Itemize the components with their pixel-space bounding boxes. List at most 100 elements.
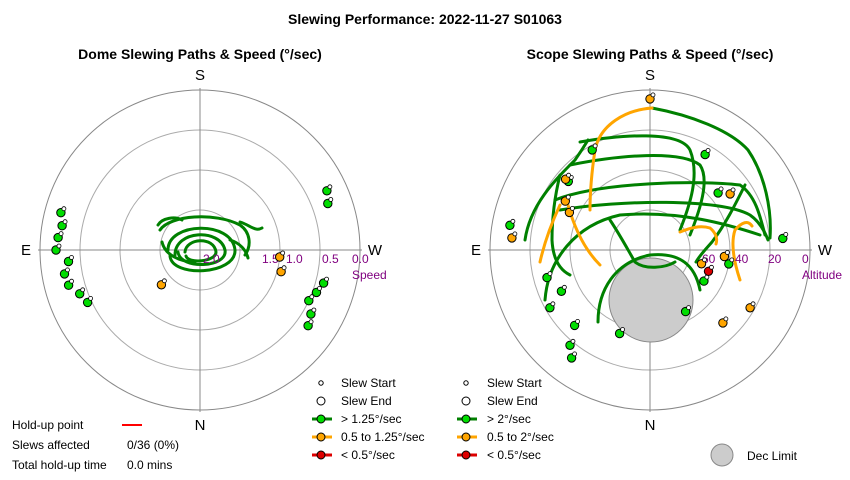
scope-marks: [505, 92, 789, 363]
scope-compass-right: W: [818, 242, 833, 259]
slew-start-marker: [510, 218, 516, 224]
scope-path: [543, 212, 762, 302]
legend-slew-start-label: Slew Start: [487, 376, 542, 390]
dome-path: [183, 239, 218, 263]
scope-path: [596, 253, 702, 324]
scope-legend: Slew Start Slew End > 2°/sec 0.5 to 2°/s…: [457, 376, 554, 462]
figure-title: Slewing Performance: 2022-11-27 S01063: [288, 11, 562, 27]
scope-compass-left: E: [471, 242, 481, 259]
slew-start-marker: [547, 271, 553, 277]
legend-medium-label: 0.5 to 2°/sec: [487, 430, 554, 444]
slew-start-marker: [705, 148, 711, 153]
dome-marks: [51, 184, 334, 331]
legend-slew-start-marker: [463, 380, 469, 386]
scope-path: [568, 154, 706, 237]
total-holdup-value: 0.0 mins: [127, 458, 172, 472]
slew-start-marker: [550, 301, 556, 307]
scope-path: [650, 106, 772, 240]
legend-slew-end-marker: [316, 396, 326, 406]
slew-start-marker: [725, 250, 730, 255]
scope-altitude-tick: 20: [768, 252, 782, 266]
slew-start-marker: [575, 318, 580, 324]
legend-slew-end-label: Slew End: [341, 394, 392, 408]
dome-legend: Slew Start Slew End > 1.25°/sec 0.5 to 1…: [312, 376, 425, 462]
slew-start-marker: [723, 316, 729, 322]
slew-start-marker: [718, 186, 724, 192]
legend-slow-marker: [316, 450, 326, 460]
slew-start-marker: [562, 284, 567, 290]
slew-start-marker: [88, 295, 93, 301]
slew-start-marker: [317, 285, 322, 291]
scope-altitude-tick: 0: [802, 252, 809, 266]
slew-start-marker: [69, 255, 74, 260]
total-holdup-label: Total hold-up time: [12, 458, 107, 472]
slew-start-marker: [328, 197, 334, 202]
scope-path: [694, 183, 747, 264]
dome-compass-bottom: N: [195, 417, 206, 434]
dome-compass-left: E: [21, 242, 31, 259]
slew-start-marker: [69, 278, 74, 284]
slew-start-marker: [686, 305, 691, 311]
dome-path: [228, 238, 250, 260]
dome-speed-tick: 0.5: [322, 252, 339, 266]
slew-start-marker: [56, 243, 62, 249]
slew-start-marker: [308, 319, 314, 325]
dome-chart-title: Dome Slewing Paths & Speed (°/sec): [78, 46, 322, 62]
holdup-point-label: Hold-up point: [12, 418, 84, 432]
slew-start-marker: [750, 301, 756, 307]
scope-path: [731, 221, 754, 282]
dome-path: [238, 220, 264, 231]
legend-fast-label: > 2°/sec: [487, 412, 531, 426]
slew-start-marker: [650, 92, 656, 98]
slew-start-marker: [324, 276, 330, 282]
scope-paths: [523, 106, 772, 324]
legend-slow-marker: [461, 450, 471, 460]
dome-speed-ticks: 2.0 1.5 1.0 0.5 0.0: [203, 252, 369, 266]
scope-chart-title: Scope Slewing Paths & Speed (°/sec): [527, 46, 774, 62]
dome-speed-tick: 0.0: [352, 252, 369, 266]
scope-path: [608, 218, 677, 269]
dec-limit-legend-marker: [710, 443, 734, 467]
scope-altitude-ticks: 60 40 20 0: [702, 252, 809, 266]
slew-start-marker: [309, 294, 315, 300]
dome-speed-tick: 2.0: [203, 252, 220, 266]
slew-start-marker: [730, 187, 736, 193]
slews-affected-value: 0/36 (0%): [127, 438, 179, 452]
scope-path: [553, 181, 767, 237]
slew-start-marker: [709, 264, 714, 270]
slew-start-marker: [161, 278, 167, 284]
dome-axis-label: Speed: [352, 268, 387, 282]
slew-start-marker: [570, 205, 575, 211]
scope-altitude-tick: 40: [735, 252, 749, 266]
legend-slow-label: < 0.5°/sec: [487, 448, 541, 462]
slew-start-marker: [565, 194, 571, 200]
dome-chart: Dome Slewing Paths & Speed (°/sec) S N E…: [21, 46, 387, 434]
slew-start-marker: [512, 231, 518, 237]
legend-medium-marker: [461, 432, 471, 442]
slew-start-marker: [58, 231, 64, 237]
slew-start-marker: [729, 257, 735, 263]
slew-start-marker: [61, 206, 67, 212]
slew-start-marker: [281, 265, 287, 271]
scope-path: [523, 138, 590, 242]
dome-path: [158, 215, 251, 257]
scope-path: [538, 203, 562, 264]
legend-medium-label: 0.5 to 1.25°/sec: [341, 430, 425, 444]
scope-path: [678, 225, 719, 246]
legend-slow-label: < 0.5°/sec: [341, 448, 395, 462]
slew-start-marker: [65, 267, 70, 273]
scope-path: [550, 173, 572, 277]
legend-slew-start-label: Slew Start: [341, 376, 396, 390]
scope-chart: Scope Slewing Paths & Speed (°/sec) S N …: [471, 46, 842, 434]
dome-speed-tick: 1.0: [286, 252, 303, 266]
slew-start-marker: [311, 307, 317, 313]
legend-fast-marker: [316, 414, 326, 424]
scope-compass-top: S: [645, 67, 655, 84]
dec-limit-legend: Dec Limit: [710, 443, 798, 467]
slew-start-marker: [566, 172, 571, 178]
slew-start-marker: [572, 351, 577, 357]
legend-fast-label: > 1.25°/sec: [341, 412, 402, 426]
holdup-stats: Hold-up point Slews affected 0/36 (0%) T…: [12, 418, 179, 472]
legend-slew-end-label: Slew End: [487, 394, 538, 408]
